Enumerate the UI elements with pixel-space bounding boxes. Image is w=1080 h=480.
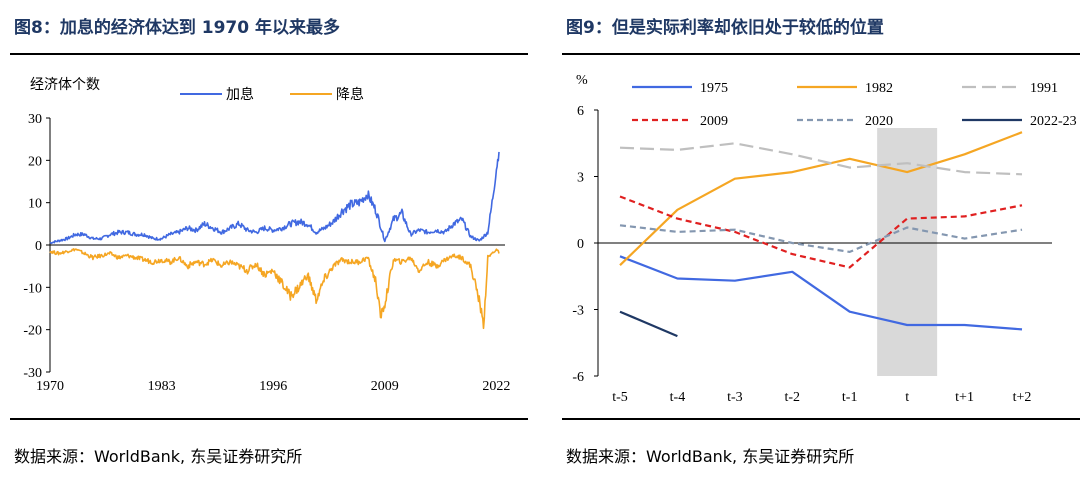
right-series-line-1991 bbox=[619, 142, 1023, 176]
right-y-tick-label: 3 bbox=[577, 171, 584, 186]
left-source-note: 数据来源：WorldBank, 东吴证券研究所 bbox=[14, 447, 303, 466]
left-y-tick-label: -30 bbox=[23, 366, 42, 381]
left-source-rule bbox=[10, 418, 528, 420]
right-legend-label-2020: 2020 bbox=[865, 114, 893, 129]
left-chart: 经济体个数 -30 -20 -10 0 10 20 30 1970 1983 1996 2009 202… bbox=[23, 77, 510, 394]
right-legend-label-2009: 2009 bbox=[700, 114, 728, 129]
right-figure-panel: 图9：但是实际利率却依旧处于较低的位置 % -6 -3 0 3 6 t-5 t-4 t-3 t-2… bbox=[552, 0, 1080, 480]
right-x-tick-label: t-1 bbox=[842, 390, 858, 405]
left-x-tick-label: 2022 bbox=[482, 379, 510, 394]
left-y-tick-label: 10 bbox=[28, 197, 42, 212]
left-legend-label: 降息 bbox=[336, 86, 364, 103]
right-source-rule bbox=[562, 418, 1080, 420]
right-x-tick-label: t-4 bbox=[670, 390, 686, 405]
right-y-axis-label: % bbox=[576, 73, 588, 88]
right-y-tick-label: -6 bbox=[572, 370, 584, 385]
left-legend-label: 加息 bbox=[226, 86, 254, 103]
right-legend-label-1975: 1975 bbox=[700, 81, 728, 96]
right-chart: % -6 -3 0 3 6 t-5 t-4 t-3 t-2 t-1 t t+1 t+2 1975 1982 19… bbox=[572, 73, 1077, 405]
left-y-tick-label: -20 bbox=[23, 324, 42, 339]
right-y-tick-label: 6 bbox=[577, 104, 584, 119]
right-series-line-1982 bbox=[619, 131, 1023, 266]
right-x-tick-label: t-2 bbox=[785, 390, 801, 405]
left-title-rule bbox=[10, 53, 528, 55]
right-title-rule bbox=[562, 53, 1080, 55]
right-y-tick-label: -3 bbox=[572, 304, 584, 319]
left-y-tick-label: 20 bbox=[28, 154, 42, 169]
left-x-tick-label: 1983 bbox=[148, 379, 176, 394]
right-shaded-band bbox=[877, 128, 938, 376]
right-y-tick-label: 0 bbox=[577, 237, 584, 252]
right-x-tick-label: t+1 bbox=[955, 390, 974, 405]
right-legend-label-1982: 1982 bbox=[865, 81, 893, 96]
left-y-tick-label: -10 bbox=[23, 281, 42, 296]
left-figure-title: 图8：加息的经济体达到 1970 年以来最多 bbox=[14, 18, 340, 38]
left-x-tick-label: 2009 bbox=[371, 379, 399, 394]
right-legend-label-1991: 1991 bbox=[1030, 81, 1058, 96]
left-figure-panel: 图8：加息的经济体达到 1970 年以来最多 经济体个数 -30 -20 -10 0 10… bbox=[0, 0, 528, 480]
right-source-note: 数据来源：WorldBank, 东吴证券研究所 bbox=[566, 447, 855, 466]
right-series-line-2020 bbox=[619, 224, 1023, 253]
right-x-tick-label: t-3 bbox=[727, 390, 743, 405]
right-legend-label-2022-23: 2022-23 bbox=[1030, 114, 1077, 129]
left-series-line-1 bbox=[49, 248, 500, 330]
right-x-tick-label: t+2 bbox=[1013, 390, 1032, 405]
right-series-line-2022-23 bbox=[619, 310, 678, 338]
left-series-line-0 bbox=[49, 151, 500, 245]
left-y-tick-label: 30 bbox=[28, 112, 42, 127]
right-x-tick-label: t bbox=[905, 390, 909, 405]
left-y-tick-label: 0 bbox=[35, 239, 42, 254]
left-y-axis-label: 经济体个数 bbox=[30, 77, 100, 93]
right-series-line-1975 bbox=[619, 255, 1023, 331]
left-x-tick-label: 1970 bbox=[36, 379, 64, 394]
right-x-tick-label: t-5 bbox=[612, 390, 628, 405]
left-x-tick-label: 1996 bbox=[259, 379, 287, 394]
right-series-line-2009 bbox=[619, 195, 1023, 269]
right-figure-title: 图9：但是实际利率却依旧处于较低的位置 bbox=[566, 18, 884, 38]
